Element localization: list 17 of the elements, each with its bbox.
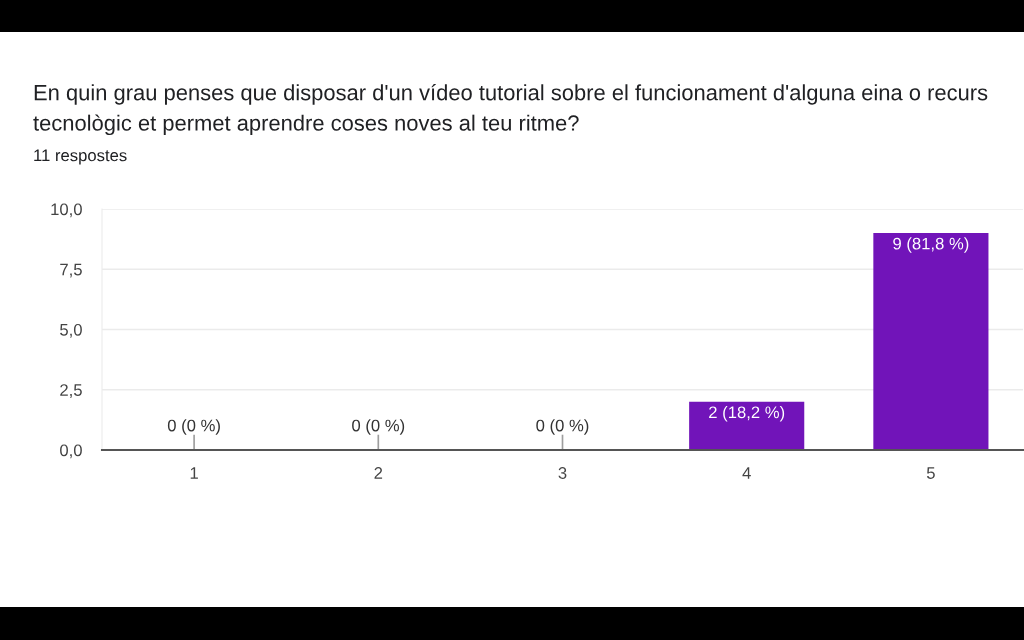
x-tick-label: 1 <box>190 467 198 479</box>
y-tick-label: 2,5 <box>60 384 82 398</box>
data-label: 0 (0 %) <box>167 419 220 435</box>
x-tick-label: 3 <box>558 467 567 479</box>
chart-subtitle: 11 respostes <box>34 149 127 165</box>
y-tick-label: 10,0 <box>51 203 82 218</box>
data-label: 0 (0 %) <box>352 419 405 435</box>
data-label: 2 (18,2 %) <box>709 405 785 422</box>
data-label: 0 (0 %) <box>536 419 589 435</box>
x-tick-label: 4 <box>742 467 751 479</box>
chart-title: En quin grau penses que disposar d'un vídeo tutorial sobre el funcionament d'alguna eina o recurs tecnològic et permet aprendre coses noves al teu ritme? <box>33 84 988 136</box>
data-label: 9 (81,8 %) <box>893 237 969 253</box>
x-tick-label: 5 <box>926 467 935 479</box>
y-tick-label: 5,0 <box>60 323 82 338</box>
x-tick-label: 2 <box>374 467 383 479</box>
y-tick-label: 7,5 <box>60 263 82 278</box>
y-tick-label: 0,0 <box>60 444 82 459</box>
